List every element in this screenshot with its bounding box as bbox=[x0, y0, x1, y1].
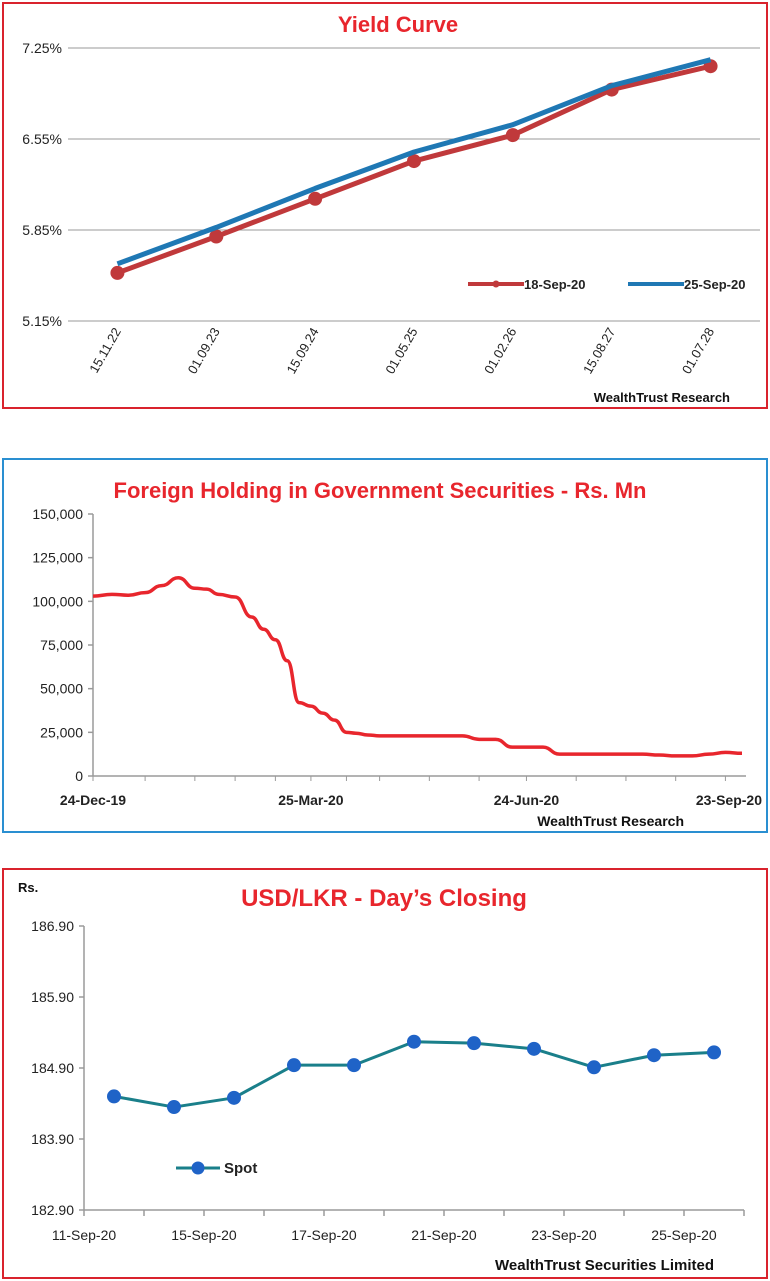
x-tick-label: 01.07.28 bbox=[679, 325, 717, 376]
yield-curve-panel: Yield Curve 7.25% 6.55% 5.85% 5.15% 15.11.22… bbox=[2, 2, 768, 409]
series-line-1 bbox=[116, 57, 712, 267]
y-tick-label: 183.90 bbox=[31, 1131, 74, 1147]
legend-label: 25-Sep-20 bbox=[684, 277, 745, 292]
y-tick-label: 125,000 bbox=[32, 550, 83, 566]
foreign-holding-plot: 150,000 125,000 100,000 75,000 50,000 25,000 0… bbox=[32, 506, 762, 808]
y-tick-label: 150,000 bbox=[32, 506, 83, 522]
yield-curve-chart: Yield Curve 7.25% 6.55% 5.85% 5.15% 15.11.22… bbox=[22, 12, 760, 405]
data-point bbox=[209, 229, 224, 244]
chart-source: WealthTrust Securities Limited bbox=[495, 1257, 714, 1274]
chart-source: WealthTrust Research bbox=[537, 813, 684, 829]
y-tick-label: 5.15% bbox=[22, 313, 62, 329]
x-tick-label: 15-Sep-20 bbox=[171, 1227, 237, 1243]
data-point bbox=[407, 1034, 421, 1049]
legend-marker bbox=[191, 1161, 205, 1175]
x-tick-label: 23-Sep-20 bbox=[696, 792, 762, 808]
legend-marker bbox=[492, 280, 500, 288]
y-tick-label: 186.90 bbox=[31, 918, 74, 934]
x-tick-label: 01.09.23 bbox=[185, 325, 223, 376]
yield-curve-plot: 7.25% 6.55% 5.85% 5.15% 15.11.22 01.09.23 15.0… bbox=[22, 40, 760, 376]
x-tick-label: 24-Jun-20 bbox=[494, 792, 560, 808]
data-point bbox=[110, 265, 125, 280]
series-line bbox=[113, 1040, 715, 1109]
data-point bbox=[527, 1041, 541, 1056]
data-point bbox=[467, 1036, 481, 1051]
data-point bbox=[587, 1060, 601, 1075]
chart-title: Yield Curve bbox=[338, 12, 458, 37]
y-tick-label: 7.25% bbox=[22, 40, 62, 56]
y-tick-label: 185.90 bbox=[31, 989, 74, 1005]
usd-lkr-panel: USD/LKR - Day’s Closing Rs. 186.90 185.90… bbox=[2, 868, 768, 1279]
data-point bbox=[505, 128, 520, 143]
x-tick-label: 01.02.26 bbox=[481, 325, 519, 376]
series-line bbox=[92, 576, 743, 758]
foreign-holding-panel: Foreign Holding in Government Securities… bbox=[2, 458, 768, 833]
data-point bbox=[167, 1100, 181, 1115]
foreign-holding-chart: Foreign Holding in Government Securities… bbox=[32, 478, 762, 829]
legend-label: Spot bbox=[224, 1160, 257, 1177]
x-tick-label: 01.05.25 bbox=[382, 325, 420, 376]
x-tick-label: 21-Sep-20 bbox=[411, 1227, 477, 1243]
chart-source: WealthTrust Research bbox=[594, 390, 730, 405]
data-point bbox=[308, 191, 323, 206]
chart-title: USD/LKR - Day’s Closing bbox=[241, 885, 527, 912]
data-point bbox=[287, 1058, 301, 1073]
data-point bbox=[647, 1048, 661, 1063]
data-point bbox=[107, 1089, 121, 1104]
y-tick-label: 25,000 bbox=[40, 724, 83, 740]
x-tick-label: 24-Dec-19 bbox=[60, 792, 126, 808]
y-tick-label: 184.90 bbox=[31, 1060, 74, 1076]
x-tick-label: 15.08.27 bbox=[580, 325, 618, 376]
y-tick-label: 0 bbox=[75, 768, 83, 784]
x-tick-label: 25-Sep-20 bbox=[651, 1227, 717, 1243]
x-tick-label: 23-Sep-20 bbox=[531, 1227, 597, 1243]
y-tick-label: 5.85% bbox=[22, 222, 62, 238]
x-tick-label: 25-Mar-20 bbox=[278, 792, 344, 808]
data-point bbox=[707, 1045, 721, 1060]
data-point bbox=[227, 1090, 241, 1105]
usd-lkr-chart: USD/LKR - Day’s Closing Rs. 186.90 185.90… bbox=[18, 880, 745, 1274]
unit-label: Rs. bbox=[18, 880, 38, 895]
data-point bbox=[347, 1058, 361, 1073]
usd-lkr-plot: 186.90 185.90 184.90 183.90 182.90 11-Sep-20 1… bbox=[31, 918, 745, 1243]
y-tick-label: 50,000 bbox=[40, 681, 83, 697]
x-tick-label: 17-Sep-20 bbox=[291, 1227, 357, 1243]
y-tick-label: 75,000 bbox=[40, 637, 83, 653]
x-tick-label: 15.09.24 bbox=[283, 325, 321, 376]
legend-label: 18-Sep-20 bbox=[524, 277, 585, 292]
chart-title: Foreign Holding in Government Securities… bbox=[114, 478, 647, 503]
y-tick-label: 100,000 bbox=[32, 593, 83, 609]
y-tick-label: 182.90 bbox=[31, 1202, 74, 1218]
data-point bbox=[407, 154, 421, 169]
x-tick-label: 15.11.22 bbox=[86, 325, 124, 375]
y-tick-label: 6.55% bbox=[22, 131, 62, 147]
x-tick-label: 11-Sep-20 bbox=[52, 1227, 117, 1243]
series-line-0 bbox=[116, 63, 712, 276]
